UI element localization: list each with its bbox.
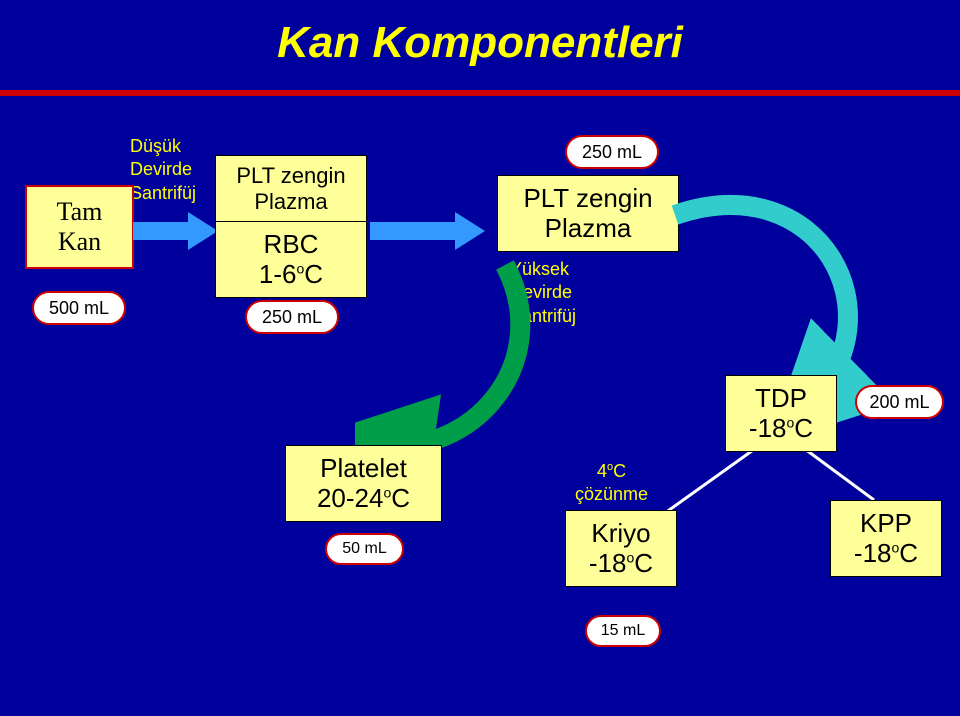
arrow-plt-to-ppp xyxy=(370,212,485,250)
proc1-label: Düşük Devirde Santrifüj xyxy=(130,135,196,205)
divider xyxy=(0,90,960,96)
plt-rich-bottom: Plazma xyxy=(254,189,327,214)
platelet-temp: 20-24oC xyxy=(317,484,410,514)
kriyo-l1: Kriyo xyxy=(591,519,650,549)
pill-plt-rich-vol: 250 mL xyxy=(245,300,339,334)
box-ppp: PLT zengin Plazma xyxy=(497,175,679,252)
tdp-temp: -18oC xyxy=(749,414,813,444)
kriyo-temp: -18oC xyxy=(589,549,653,579)
proc1-l3: Santrifüj xyxy=(130,182,196,205)
box-tdp: TDP -18oC xyxy=(725,375,837,452)
page-title: Kan Komponentleri xyxy=(0,18,960,68)
box-tam-kan: Tam Kan xyxy=(25,185,134,269)
box-plt-rich-plasma: PLT zengin Plazma xyxy=(215,155,367,222)
ppp-bottom: Plazma xyxy=(545,214,632,244)
box-kpp: KPP -18oC xyxy=(830,500,942,577)
proc1-l2: Devirde xyxy=(130,158,196,181)
pill-tdp-vol: 200 mL xyxy=(855,385,944,419)
box-kriyo: Kriyo -18oC xyxy=(565,510,677,587)
pill-kriyo-vol: 15 mL xyxy=(585,615,661,647)
rbc-temp: 1-6oC xyxy=(259,260,323,290)
curve-ppp-to-platelet xyxy=(355,260,555,470)
kpp-temp: -18oC xyxy=(854,539,918,569)
proc1-l1: Düşük xyxy=(130,135,196,158)
pill-ppp-vol-top: 250 mL xyxy=(565,135,659,169)
pill-platelet-vol: 50 mL xyxy=(325,533,404,565)
kpp-l1: KPP xyxy=(860,509,912,539)
box-rbc: RBC 1-6oC xyxy=(215,222,367,298)
plt-rich-top: PLT zengin xyxy=(236,163,345,188)
group-plt-rbc: PLT zengin Plazma RBC 1-6oC xyxy=(215,155,367,298)
thaw-l2: çözünme xyxy=(575,483,648,506)
tam-kan-l2: Kan xyxy=(58,227,101,257)
thaw-temp: 4oC xyxy=(575,460,648,483)
arrow-tamkan-to-plt xyxy=(133,212,218,250)
box-platelet: Platelet 20-24oC xyxy=(285,445,442,522)
tam-kan-l1: Tam xyxy=(57,197,103,227)
pill-tam-kan-vol: 500 mL xyxy=(32,291,126,325)
rbc-label: RBC xyxy=(264,230,319,260)
thaw-label: 4oC çözünme xyxy=(575,460,648,507)
platelet-l1: Platelet xyxy=(320,454,407,484)
tdp-l1: TDP xyxy=(755,384,807,414)
ppp-top: PLT zengin xyxy=(523,184,652,214)
